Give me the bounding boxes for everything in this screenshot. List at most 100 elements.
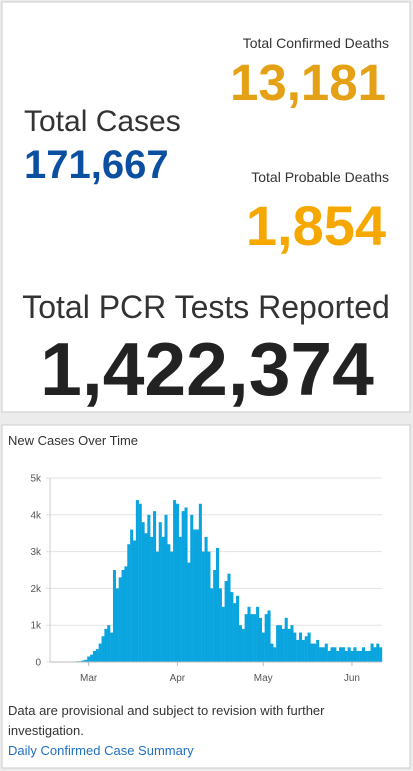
bar (210, 588, 214, 662)
bar (181, 511, 185, 662)
bar (281, 628, 285, 662)
total-cases-label: Total Cases (24, 105, 181, 138)
bar (304, 636, 308, 662)
bar (267, 610, 271, 662)
bar (244, 614, 248, 662)
bar (147, 514, 151, 662)
pcr-tests-label: Total PCR Tests Reported (22, 289, 390, 325)
bar (164, 514, 168, 662)
bar (364, 650, 368, 662)
bar (361, 647, 366, 662)
bar (273, 647, 277, 662)
y-tick-label: 0 (35, 658, 41, 669)
bar (299, 632, 303, 662)
bar (296, 639, 300, 662)
bar (256, 606, 260, 662)
bar (150, 536, 154, 662)
bar (190, 514, 194, 662)
bar (270, 643, 274, 662)
x-tick-label: Apr (170, 673, 186, 684)
bar (276, 625, 280, 662)
bar (95, 649, 99, 662)
pcr-tests-value: 1,422,374 (40, 327, 374, 411)
bar (293, 632, 297, 662)
bar (175, 503, 179, 662)
x-tick-label: May (254, 673, 273, 684)
bar (284, 617, 288, 662)
bar (193, 529, 197, 662)
y-tick-label: 1k (30, 621, 42, 632)
bar (247, 606, 251, 662)
bar (353, 647, 357, 662)
footer-note: Data are provisional and subject to revi… (8, 703, 325, 738)
bar (144, 533, 148, 662)
confirmed-deaths-value: 13,181 (230, 54, 386, 111)
y-tick-label: 2k (30, 584, 42, 595)
bar (327, 650, 331, 662)
bar (112, 570, 117, 662)
bar (347, 647, 351, 662)
bar (261, 632, 265, 662)
bar (170, 551, 174, 662)
bar (187, 562, 191, 662)
bar (138, 503, 142, 662)
bar (310, 643, 314, 662)
bar (213, 570, 217, 662)
bar (278, 625, 283, 662)
bar (287, 628, 291, 662)
probable-deaths-value: 1,854 (246, 194, 386, 257)
bar (230, 592, 234, 662)
stats-panel (1, 1, 411, 413)
bar (341, 647, 345, 662)
bar (87, 656, 91, 662)
bar (155, 551, 159, 662)
bar (324, 643, 328, 662)
bar (158, 522, 162, 662)
bar (344, 650, 348, 662)
bar (84, 659, 88, 662)
bar (359, 650, 363, 662)
footer-link[interactable]: Daily Confirmed Case Summary (8, 743, 194, 758)
chart-title: New Cases Over Time (8, 433, 138, 448)
bar (133, 540, 137, 662)
bar (290, 625, 294, 662)
bar (250, 614, 254, 662)
total-cases-value: 171,667 (24, 143, 169, 187)
bar (301, 639, 305, 662)
bar (110, 632, 114, 662)
bar (221, 606, 225, 662)
footer: Data are provisional and subject to revi… (8, 701, 400, 761)
bar (178, 536, 182, 662)
bar (141, 522, 145, 662)
bar (258, 617, 262, 662)
bar (379, 647, 383, 662)
bar (224, 581, 228, 662)
bar (104, 628, 108, 662)
bar (207, 551, 211, 662)
bar (356, 650, 360, 662)
bar (90, 654, 94, 662)
y-tick-label: 3k (30, 547, 42, 558)
bar (227, 573, 231, 662)
bar (204, 536, 208, 662)
bar (184, 507, 188, 662)
bar (313, 643, 317, 662)
bar (92, 650, 96, 662)
bar (201, 551, 205, 662)
bar (236, 595, 240, 662)
bar (127, 544, 131, 662)
bar (321, 647, 325, 662)
bar (241, 628, 245, 662)
bar (316, 639, 320, 662)
bar (121, 570, 125, 662)
y-tick-label: 4k (30, 510, 42, 521)
bar (107, 625, 111, 662)
confirmed-deaths-label: Total Confirmed Deaths (243, 35, 389, 51)
bar (367, 650, 371, 662)
x-tick-label: Jun (344, 673, 360, 684)
bar (81, 660, 85, 662)
bar (124, 566, 128, 662)
bar (238, 625, 242, 662)
